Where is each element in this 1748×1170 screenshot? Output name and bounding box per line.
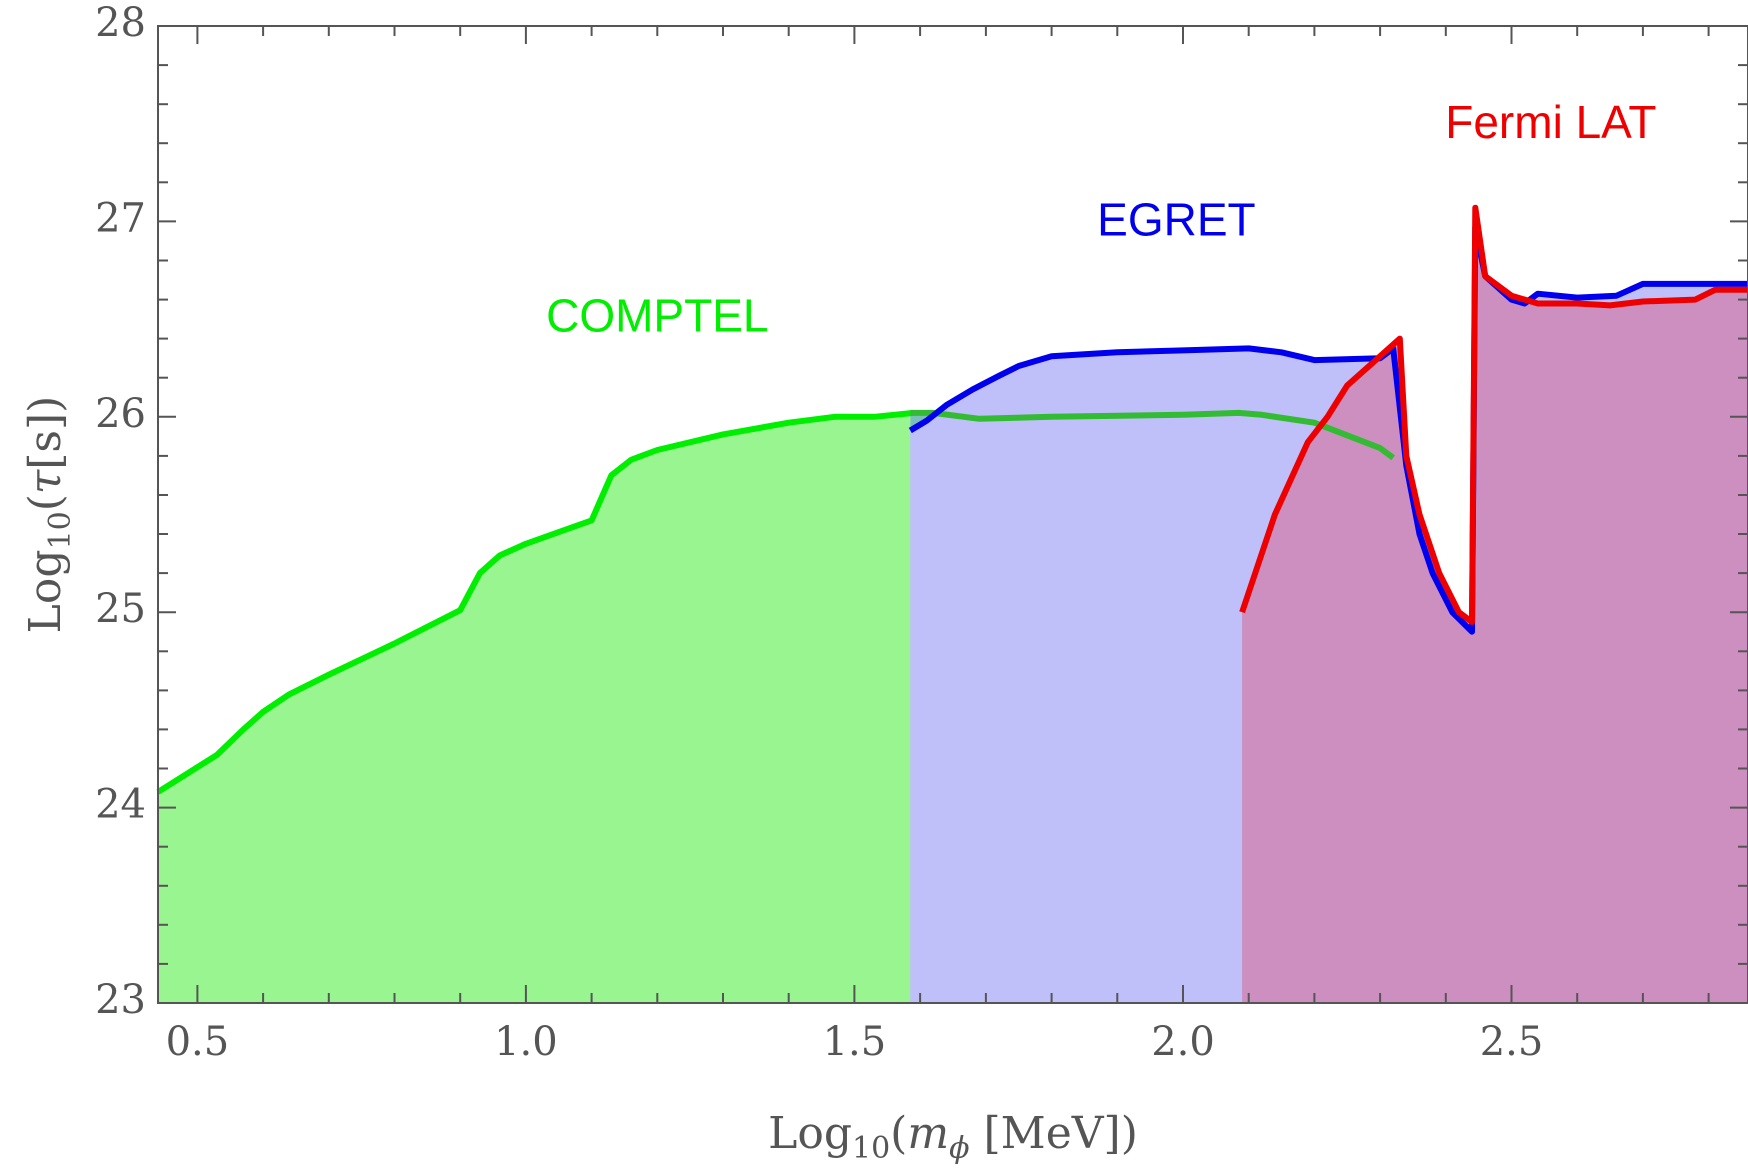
- y-tick-label: 27: [95, 195, 146, 241]
- x-tick-label: 0.5: [166, 1019, 230, 1065]
- axis-ticks: 0.5 1.0 1.5 2.0 2.5 23 24 25 26 27 28: [95, 0, 1748, 1065]
- y-tick-label: 26: [95, 391, 146, 437]
- comptel-line: [156, 409, 914, 795]
- fermi-lat-region: [1242, 207, 1748, 1003]
- x-axis-title: Log10(mϕ [MeV]): [768, 1108, 1138, 1166]
- x-tick-label: 2.5: [1480, 1019, 1544, 1065]
- y-tick-label: 24: [95, 782, 146, 828]
- comptel-region: [158, 413, 911, 1003]
- chart-fills: [158, 207, 1748, 1004]
- fermi-lat-label: Fermi LAT: [1445, 96, 1656, 148]
- y-tick-label: 25: [95, 586, 146, 632]
- y-tick-label: 23: [95, 977, 146, 1023]
- series-labels: COMPTEL EGRET Fermi LAT: [546, 96, 1656, 341]
- y-axis-title: Log10(τ[s]): [20, 396, 78, 634]
- chart-series-lines: [156, 204, 1748, 795]
- x-tick-label: 2.0: [1151, 1019, 1215, 1065]
- egret-label: EGRET: [1097, 194, 1255, 246]
- y-tick-label: 28: [95, 0, 146, 46]
- x-tick-label: 1.5: [823, 1019, 887, 1065]
- plot-frame: [157, 25, 1748, 1004]
- fermi-lat-line: [1239, 204, 1748, 625]
- series-2-line: [910, 409, 1395, 461]
- comptel-label: COMPTEL: [546, 289, 768, 341]
- x-tick-label: 1.0: [494, 1019, 558, 1065]
